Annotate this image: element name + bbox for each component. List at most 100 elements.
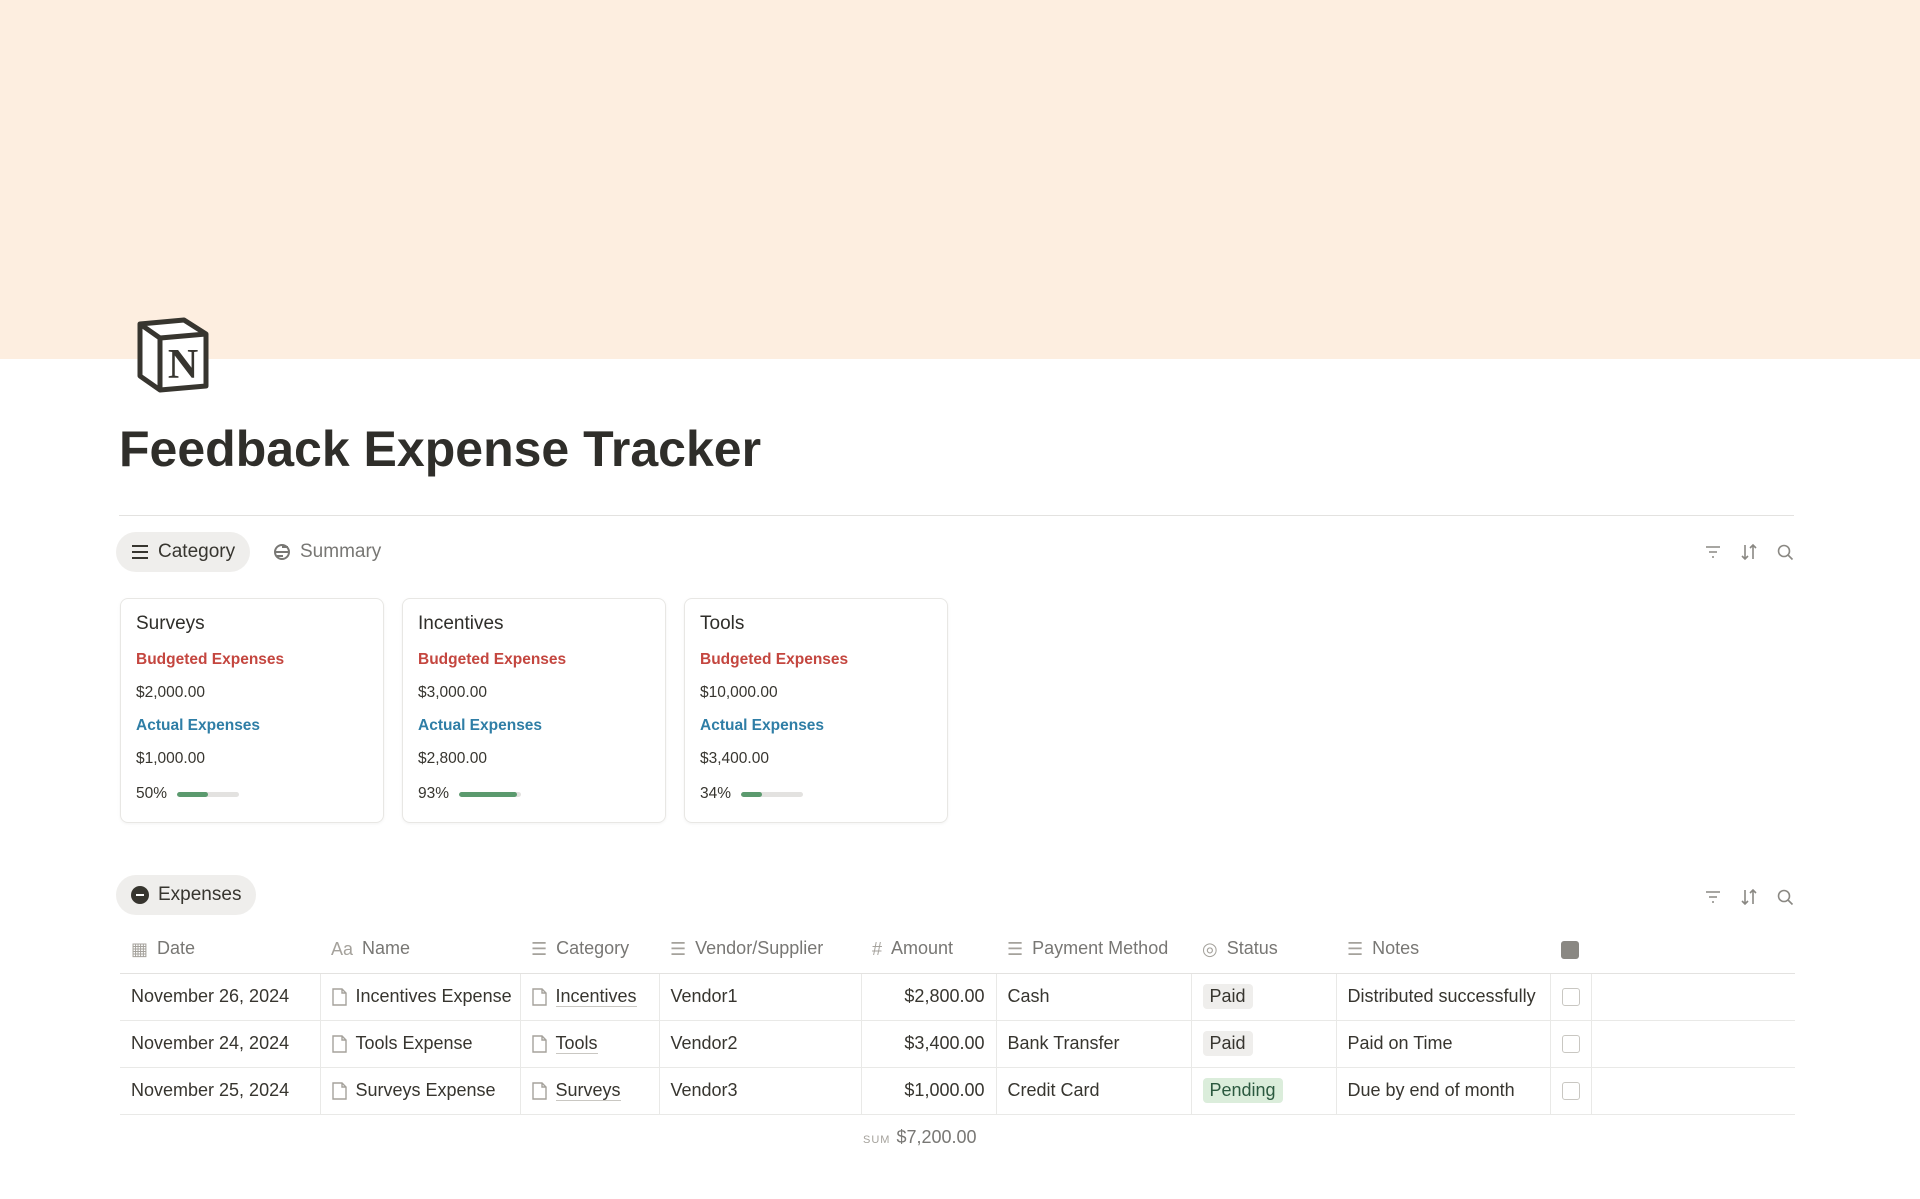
date-cell[interactable]: November 25, 2024 <box>120 1067 321 1115</box>
header-label: Category <box>556 938 630 959</box>
table-row[interactable]: November 26, 2024 Incentives Expense Inc… <box>120 973 1795 1021</box>
amount-cell[interactable]: $1,000.00 <box>861 1067 997 1115</box>
empty-cell <box>1591 1020 1795 1068</box>
card-title: Incentives <box>418 613 504 634</box>
search-icon[interactable] <box>1776 888 1794 906</box>
notes-cell[interactable]: Distributed successfully <box>1336 973 1551 1021</box>
column-header-date[interactable]: ▦ Date <box>120 926 320 974</box>
progress: 50% <box>136 785 240 803</box>
name-cell[interactable]: Tools Expense <box>320 1020 521 1068</box>
status-badge: Pending <box>1202 1078 1283 1103</box>
category-cell[interactable]: Tools <box>520 1020 660 1068</box>
chart-icon <box>274 544 290 560</box>
row-checkbox[interactable] <box>1561 988 1580 1007</box>
page-icon <box>331 1035 347 1053</box>
row-checkbox[interactable] <box>1561 1035 1580 1054</box>
tab-summary[interactable]: Summary <box>258 532 396 572</box>
budget-value: $2,000.00 <box>136 684 205 701</box>
category-card[interactable]: Tools Budgeted Expenses $10,000.00 Actua… <box>684 598 948 823</box>
column-header-notes[interactable]: ☰ Notes <box>1336 926 1550 974</box>
status-cell[interactable]: Paid <box>1191 1020 1337 1068</box>
column-header-checkbox[interactable] <box>1550 926 1591 974</box>
name-cell[interactable]: Surveys Expense <box>320 1067 521 1115</box>
category-cell[interactable]: Incentives <box>520 973 660 1021</box>
progress-bar <box>459 791 522 797</box>
header-label: Date <box>157 938 196 959</box>
column-header-payment[interactable]: ☰ Payment Method <box>996 926 1191 974</box>
page-icon <box>331 1082 347 1100</box>
notes-cell[interactable]: Paid on Time <box>1336 1020 1551 1068</box>
column-header-status[interactable]: ◎ Status <box>1191 926 1336 974</box>
table-row[interactable]: November 24, 2024 Tools Expense Tools Ve… <box>120 1020 1795 1068</box>
search-icon[interactable] <box>1776 543 1794 561</box>
category-link[interactable]: Surveys <box>555 1080 621 1101</box>
vendor-cell[interactable]: Vendor3 <box>659 1067 862 1115</box>
lines-icon: ☰ <box>1347 939 1364 960</box>
progress-fill <box>459 791 517 797</box>
checkbox-cell[interactable] <box>1550 1067 1592 1115</box>
card-title: Surveys <box>136 613 205 634</box>
name-text: Incentives Expense <box>355 986 512 1006</box>
column-header-empty <box>1591 926 1795 974</box>
filter-icon[interactable] <box>1704 543 1722 561</box>
payment-cell[interactable]: Bank Transfer <box>996 1020 1192 1068</box>
checkbox-icon <box>1561 941 1579 959</box>
amount-cell[interactable]: $3,400.00 <box>861 1020 997 1068</box>
vendor-cell[interactable]: Vendor2 <box>659 1020 862 1068</box>
amount-cell[interactable]: $2,800.00 <box>861 973 997 1021</box>
sort-icon[interactable] <box>1740 888 1758 906</box>
row-checkbox[interactable] <box>1561 1082 1580 1101</box>
view-toolbar <box>1704 543 1794 561</box>
sum-label: SUM <box>863 1134 891 1146</box>
page-icon <box>331 988 347 1006</box>
notion-logo-icon: N <box>137 317 209 393</box>
payment-cell[interactable]: Cash <box>996 973 1192 1021</box>
name-text: Surveys Expense <box>355 1080 496 1100</box>
payment-cell[interactable]: Credit Card <box>996 1067 1192 1115</box>
checkbox-cell[interactable] <box>1550 1020 1592 1068</box>
page-icon <box>531 1082 547 1100</box>
category-card[interactable]: Surveys Budgeted Expenses $2,000.00 Actu… <box>120 598 384 823</box>
column-header-name[interactable]: Aa Name <box>320 926 520 974</box>
budget-label: Budgeted Expenses <box>136 651 285 668</box>
category-cell[interactable]: Surveys <box>520 1067 660 1115</box>
column-header-amount[interactable]: # Amount <box>861 926 996 974</box>
empty-cell <box>1591 973 1795 1021</box>
column-header-vendor[interactable]: ☰ Vendor/Supplier <box>659 926 861 974</box>
notes-cell[interactable]: Due by end of month <box>1336 1067 1551 1115</box>
list-icon <box>132 545 148 559</box>
tab-label: Summary <box>300 541 382 562</box>
sort-icon[interactable] <box>1740 543 1758 561</box>
category-link[interactable]: Tools <box>555 1033 598 1054</box>
empty-cell <box>1591 1067 1795 1115</box>
divider <box>119 515 1794 516</box>
date-cell[interactable]: November 24, 2024 <box>120 1020 321 1068</box>
status-cell[interactable]: Pending <box>1191 1067 1337 1115</box>
status-cell[interactable]: Paid <box>1191 973 1337 1021</box>
progress-fill <box>741 791 763 797</box>
column-header-category[interactable]: ☰ Category <box>520 926 659 974</box>
filter-icon[interactable] <box>1704 888 1722 906</box>
page-icon <box>531 988 547 1006</box>
actual-label: Actual Expenses <box>700 717 825 734</box>
name-cell[interactable]: Incentives Expense <box>320 973 521 1021</box>
progress-bar <box>177 791 240 797</box>
header-label: Amount <box>891 938 954 959</box>
checkbox-cell[interactable] <box>1550 973 1592 1021</box>
header-label: Payment Method <box>1032 938 1169 959</box>
minus-circle-icon <box>131 886 149 904</box>
category-link[interactable]: Incentives <box>555 986 637 1007</box>
progress: 93% <box>418 785 522 803</box>
tab-category[interactable]: Category <box>116 532 251 572</box>
category-card[interactable]: Incentives Budgeted Expenses $3,000.00 A… <box>402 598 666 823</box>
actual-label: Actual Expenses <box>418 717 543 734</box>
view-expenses[interactable]: Expenses <box>116 875 257 915</box>
hash-icon: # <box>872 939 883 960</box>
calendar-icon: ▦ <box>131 939 149 960</box>
progress-percent: 50% <box>136 785 168 802</box>
table-row[interactable]: November 25, 2024 Surveys Expense Survey… <box>120 1067 1795 1115</box>
vendor-cell[interactable]: Vendor1 <box>659 973 862 1021</box>
date-cell[interactable]: November 26, 2024 <box>120 973 321 1021</box>
actual-value: $3,400.00 <box>700 750 769 767</box>
header-label: Status <box>1226 938 1278 959</box>
